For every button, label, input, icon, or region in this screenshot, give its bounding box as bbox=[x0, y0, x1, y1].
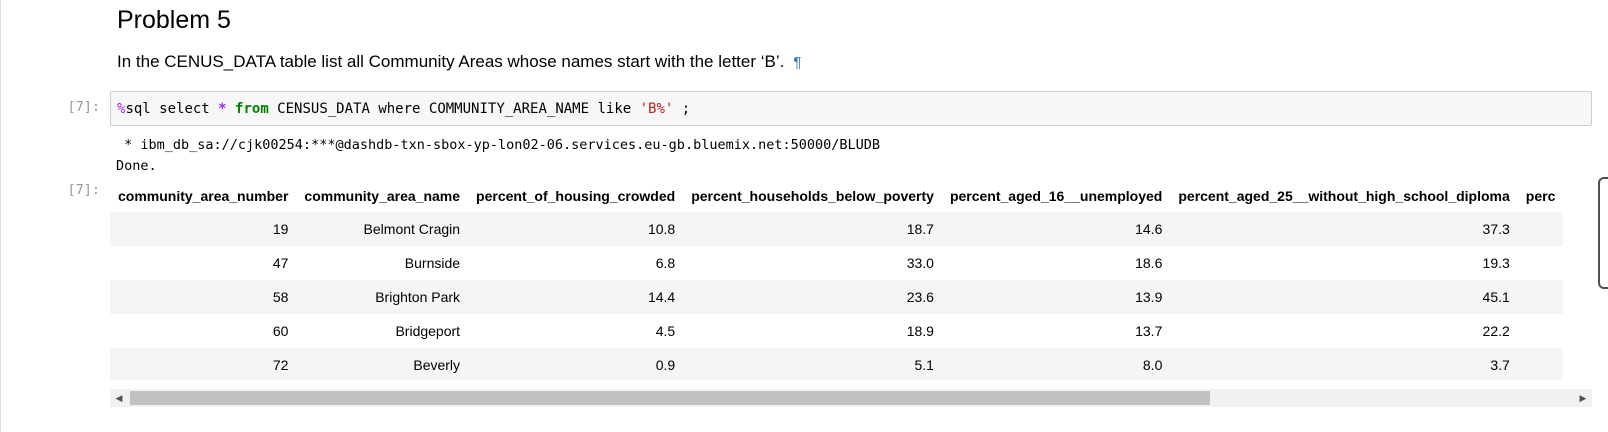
table-cell: 45.1 bbox=[1482, 289, 1510, 305]
code-token: % bbox=[117, 101, 126, 117]
table-cell: 72 bbox=[272, 357, 289, 373]
column-header-perc: perc bbox=[1525, 188, 1556, 204]
table-cell: 3.7 bbox=[1490, 357, 1510, 373]
scroll-left-arrow-icon[interactable]: ◀ bbox=[115, 393, 123, 403]
table-cell: 18.9 bbox=[906, 323, 934, 339]
result-table: community_area_number community_area_name… bbox=[110, 180, 1564, 380]
table-cell: 13.7 bbox=[1135, 323, 1163, 339]
problem-heading: Problem 5 bbox=[117, 6, 231, 34]
column-header-percent-households-below-poverty: percent_households_below_poverty bbox=[691, 188, 934, 204]
column-header-percent-of-housing-crowded: percent_of_housing_crowded bbox=[476, 188, 676, 204]
table-cell: 18.7 bbox=[906, 221, 934, 237]
column-header-community-area-number: community_area_number bbox=[118, 188, 289, 204]
table-cell bbox=[1518, 280, 1564, 314]
column-header-percent-aged-25-without-high-school-diploma: percent_aged_25__without_high_school_dip… bbox=[1178, 188, 1510, 204]
table-cell: 19 bbox=[272, 221, 289, 237]
scrollbar-thumb[interactable] bbox=[130, 391, 1210, 405]
code-token: 'B%' bbox=[639, 101, 674, 117]
table-cell: 4.5 bbox=[655, 323, 676, 339]
table-cell: 6.8 bbox=[655, 255, 676, 271]
table-row: 72 Beverly 0.9 5.1 8.0 3.7 bbox=[110, 348, 1564, 380]
table-cell: 58 bbox=[272, 289, 289, 305]
problem-description-text: In the CENUS_DATA table list all Communi… bbox=[117, 52, 785, 71]
code-token: sql select bbox=[125, 101, 219, 117]
table-cell: 14.6 bbox=[1135, 221, 1163, 237]
done-line: Done. bbox=[116, 158, 157, 174]
table-cell: Bridgeport bbox=[395, 323, 461, 339]
table-cell: 60 bbox=[272, 323, 289, 339]
code-token bbox=[227, 101, 235, 117]
connection-string-line: * ibm_db_sa://cjk00254:***@dashdb-txn-sb… bbox=[116, 137, 881, 153]
table-body: 19 Belmont Cragin 10.8 18.7 14.6 37.3 47 Burnsi… bbox=[110, 212, 1564, 380]
table-cell: 37.3 bbox=[1482, 221, 1510, 237]
table-cell: 13.9 bbox=[1135, 289, 1163, 305]
table-cell: 18.6 bbox=[1135, 255, 1163, 271]
table-row: 60 Bridgeport 4.5 18.9 13.7 22.2 bbox=[110, 314, 1564, 348]
table-row: 47 Burnside 6.8 33.0 18.6 19.3 bbox=[110, 246, 1564, 280]
table-cell: 10.8 bbox=[647, 221, 676, 237]
code-token: ; bbox=[673, 101, 691, 117]
column-header-community-area-name: community_area_name bbox=[304, 188, 461, 204]
table-cell: 14.4 bbox=[647, 289, 676, 305]
table-cell bbox=[1518, 246, 1564, 280]
table-cell: 47 bbox=[272, 255, 289, 271]
table-cell: Beverly bbox=[413, 357, 461, 373]
page-vertical-scroll-thumb[interactable] bbox=[1598, 177, 1608, 289]
problem-description: In the CENUS_DATA table list all Communi… bbox=[117, 52, 801, 72]
sql-stream-output: * ibm_db_sa://cjk00254:***@dashdb-txn-sb… bbox=[116, 135, 880, 177]
table-cell: 23.6 bbox=[906, 289, 934, 305]
code-token: * bbox=[218, 101, 227, 117]
table-row: 19 Belmont Cragin 10.8 18.7 14.6 37.3 bbox=[110, 212, 1564, 246]
output-prompt: [7]: bbox=[67, 182, 100, 198]
table-header-row: community_area_number community_area_name… bbox=[110, 180, 1563, 212]
code-input-area[interactable]: %sql select * from CENSUS_DATA where COM… bbox=[110, 91, 1592, 126]
table-cell bbox=[1518, 314, 1564, 348]
result-table-viewport[interactable]: community_area_number community_area_name… bbox=[110, 180, 1592, 380]
horizontal-scrollbar[interactable]: ◀ ▶ bbox=[110, 389, 1592, 407]
table-cell: Brighton Park bbox=[375, 289, 461, 305]
table-cell: 0.9 bbox=[655, 357, 676, 373]
input-prompt: [7]: bbox=[67, 99, 100, 115]
table-cell: 5.1 bbox=[914, 357, 934, 373]
column-header-percent-aged-16-unemployed: percent_aged_16__unemployed bbox=[949, 188, 1163, 204]
table-cell bbox=[1518, 348, 1564, 380]
table-cell: 19.3 bbox=[1482, 255, 1510, 271]
code-token: from bbox=[235, 101, 269, 117]
table-row: 58 Brighton Park 14.4 23.6 13.9 45.1 bbox=[110, 280, 1564, 314]
code-token: CENSUS_DATA where COMMUNITY_AREA_NAME li… bbox=[268, 101, 640, 117]
table-cell: Burnside bbox=[404, 255, 461, 271]
anchor-link-icon[interactable]: ¶ bbox=[793, 54, 802, 71]
table-cell: 22.2 bbox=[1482, 323, 1510, 339]
table-cell bbox=[1518, 212, 1564, 246]
notebook-left-border bbox=[0, 0, 1, 432]
table-cell: Belmont Cragin bbox=[363, 221, 461, 237]
table-cell: 8.0 bbox=[1142, 357, 1163, 373]
table-cell: 33.0 bbox=[906, 255, 934, 271]
scroll-right-arrow-icon[interactable]: ▶ bbox=[1579, 393, 1587, 403]
